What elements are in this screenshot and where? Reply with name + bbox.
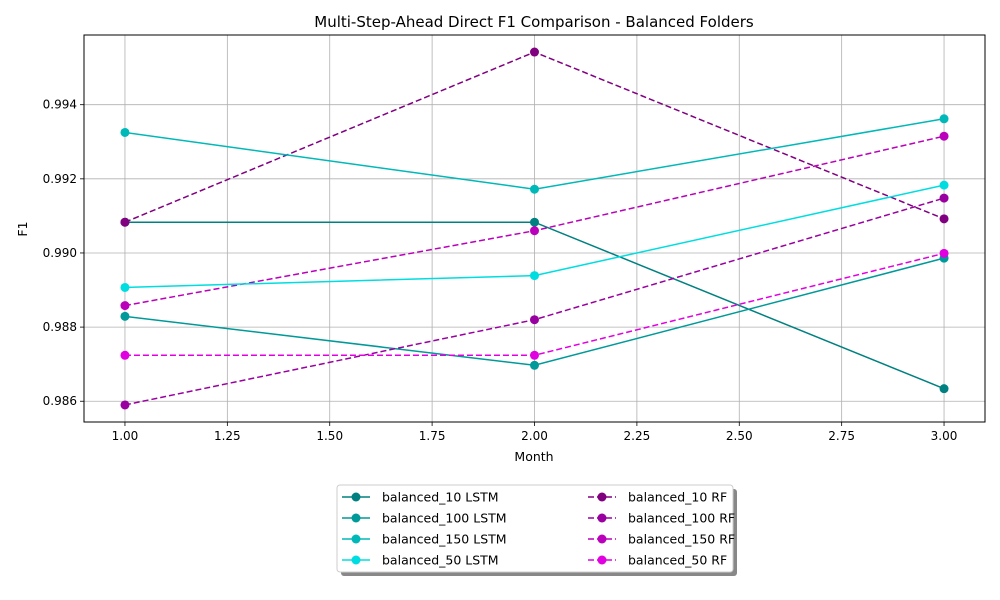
data-point xyxy=(530,47,539,57)
x-tick-label: 2.00 xyxy=(521,429,548,443)
legend-entries: balanced_10 LSTM balanced_10 RF balanced_1… xyxy=(342,490,735,568)
legend-label: balanced_10 RF xyxy=(628,490,727,505)
data-point xyxy=(120,311,130,321)
y-axis-label: F1 xyxy=(15,221,30,236)
legend-swatch-marker xyxy=(597,513,607,523)
x-tick-label: 2.75 xyxy=(828,429,855,443)
y-tick-label: 0.990 xyxy=(43,246,77,260)
legend-label: balanced_10 LSTM xyxy=(382,490,499,505)
data-point xyxy=(120,400,130,410)
x-axis-label: Month xyxy=(514,449,553,464)
legend-item-balanced-150-rf: balanced_150 RF xyxy=(588,532,735,547)
data-point xyxy=(120,301,130,311)
legend-label: balanced_150 LSTM xyxy=(382,532,507,547)
legend-label: balanced_150 RF xyxy=(628,532,735,547)
data-point xyxy=(120,282,130,292)
series-balanced-50-rf xyxy=(120,248,949,360)
legend-label: balanced_50 RF xyxy=(628,553,727,568)
data-point xyxy=(530,217,539,227)
legend-swatch-marker xyxy=(597,555,607,565)
legend-swatch-marker xyxy=(597,534,607,544)
x-tick-label: 3.00 xyxy=(931,429,958,443)
data-point xyxy=(120,350,130,360)
grid-lines xyxy=(84,35,985,422)
series-balanced-150-rf xyxy=(120,131,949,311)
legend-item-balanced-100-lstm: balanced_100 LSTM xyxy=(342,511,507,526)
legend-swatch-marker xyxy=(351,492,361,502)
legend: balanced_10 LSTM balanced_10 RF balanced_1… xyxy=(336,484,737,576)
data-point xyxy=(939,214,949,224)
data-point xyxy=(939,180,949,190)
series-balanced-10-rf xyxy=(120,47,949,227)
series-balanced-150-lstm xyxy=(120,114,949,194)
legend-item-balanced-50-rf: balanced_50 RF xyxy=(588,553,727,568)
x-tick-label: 2.25 xyxy=(624,429,651,443)
y-tick-label: 0.988 xyxy=(43,320,77,334)
x-tick-label: 1.75 xyxy=(419,429,446,443)
legend-swatch-marker xyxy=(351,534,361,544)
y-tick-label: 0.994 xyxy=(43,98,77,112)
axis-ticks: 1.00 1.25 1.50 1.75 2.00 2.25 2.50 2.75 3.00 0.98… xyxy=(43,98,958,443)
data-point xyxy=(530,271,539,281)
data-point xyxy=(120,217,130,227)
x-tick-label: 1.25 xyxy=(214,429,241,443)
series-balanced-50-lstm xyxy=(120,180,949,292)
data-point xyxy=(939,114,949,124)
legend-swatch-marker xyxy=(351,513,361,523)
legend-item-balanced-100-rf: balanced_100 RF xyxy=(588,511,735,526)
legend-swatch-marker xyxy=(597,492,607,502)
series-lines xyxy=(120,47,949,410)
legend-item-balanced-50-lstm: balanced_50 LSTM xyxy=(342,553,499,568)
data-point xyxy=(530,315,539,325)
legend-item-balanced-10-lstm: balanced_10 LSTM xyxy=(342,490,499,505)
y-tick-label: 0.992 xyxy=(43,172,77,186)
data-point xyxy=(530,360,539,370)
legend-item-balanced-150-lstm: balanced_150 LSTM xyxy=(342,532,507,547)
legend-label: balanced_100 LSTM xyxy=(382,511,507,526)
legend-label: balanced_50 LSTM xyxy=(382,553,499,568)
legend-box xyxy=(336,484,734,573)
data-point xyxy=(939,384,949,394)
data-point xyxy=(120,127,130,137)
legend-label: balanced_100 RF xyxy=(628,511,735,526)
legend-item-balanced-10-rf: balanced_10 RF xyxy=(588,490,727,505)
y-tick-label: 0.986 xyxy=(43,394,77,408)
data-point xyxy=(530,226,539,236)
x-tick-label: 1.50 xyxy=(316,429,343,443)
x-tick-label: 2.50 xyxy=(726,429,753,443)
chart-title: Multi-Step-Ahead Direct F1 Comparison - … xyxy=(314,13,754,31)
series-balanced-100-rf xyxy=(120,193,949,410)
data-point xyxy=(530,184,539,194)
x-tick-label: 1.00 xyxy=(112,429,139,443)
data-point xyxy=(530,350,539,360)
data-point xyxy=(939,131,949,141)
legend-swatch-marker xyxy=(351,555,361,565)
data-point xyxy=(939,248,949,258)
data-point xyxy=(939,193,949,203)
